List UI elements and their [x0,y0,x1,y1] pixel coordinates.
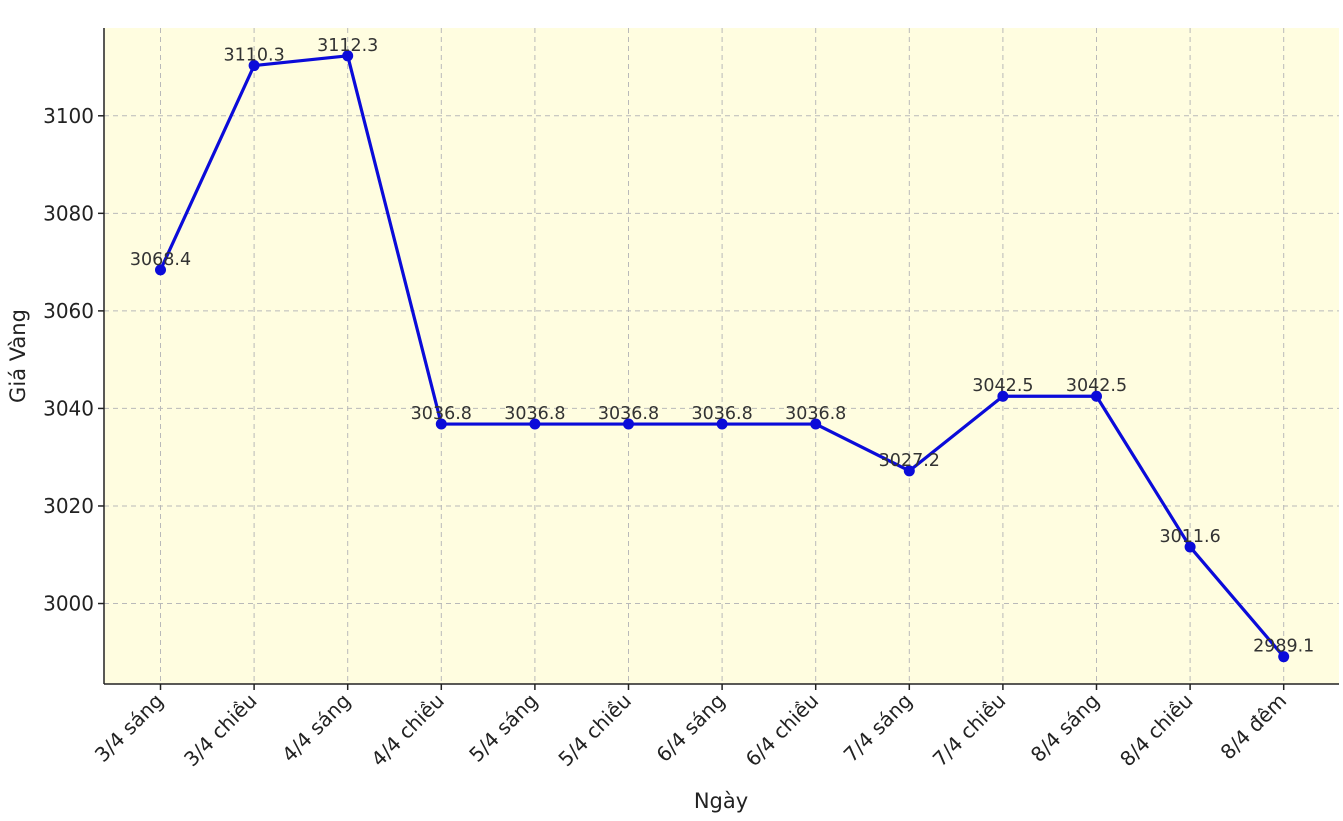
data-label: 2989.1 [1253,637,1314,657]
x-tick-label: 7/4 sáng [839,689,917,767]
data-label: 3036.8 [504,404,565,424]
data-point [1278,651,1290,663]
data-point [1184,541,1196,553]
data-label: 3042.5 [972,376,1033,396]
data-point [155,264,166,276]
data-point [435,418,447,430]
data-point [716,418,728,430]
data-label: 3036.8 [785,404,846,424]
data-point [248,60,260,72]
y-tick-label: 3060 [43,299,94,323]
x-tick-label: 7/4 chiều [928,689,1011,772]
data-label: 3036.8 [691,404,752,424]
data-label: 3036.8 [411,404,472,424]
x-tick-label: 6/4 sáng [651,689,729,767]
x-tick-label: 8/4 sáng [1026,689,1104,767]
y-tick-label: 3100 [43,104,94,128]
y-tick-label: 3020 [43,494,94,518]
data-point [529,418,541,430]
data-labels: 3068.4 3110.3 3112.3 3036.8 3036.8 3036.8 3036… [130,36,1314,657]
x-tick-label: 3/4 sáng [90,689,168,767]
x-tick-label: 5/4 sáng [464,689,542,767]
data-label: 3110.3 [223,46,284,66]
y-tick-label: 3040 [43,396,94,420]
data-point [810,418,822,430]
data-label: 3027.2 [879,451,940,471]
x-tick-label: 6/4 chiều [741,689,824,772]
x-axis-ticks: 3/4 sáng 3/4 chiều 4/4 sáng 4/4 chiều 5/4 sá… [90,684,1291,771]
x-tick-label: 4/4 chiều [366,689,449,772]
y-tick-label: 3000 [43,592,94,616]
data-label: 3036.8 [598,404,659,424]
x-tick-label: 4/4 sáng [277,689,355,767]
y-axis-title: Giá Vàng [6,309,30,403]
x-tick-label: 3/4 chiều [179,689,262,772]
x-tick-label: 8/4 chiều [1115,689,1198,772]
x-tick-label: 5/4 chiều [553,689,636,772]
data-label: 3011.6 [1159,527,1220,547]
data-label: 3112.3 [317,36,378,56]
plot-area [104,28,1339,684]
data-point [997,390,1009,402]
y-axis-ticks: 3000 3020 3040 3060 3080 3100 [43,104,104,616]
data-label: 3068.4 [130,250,191,270]
y-tick-label: 3080 [43,201,94,225]
grid-lines [104,28,1339,684]
data-label: 3042.5 [1066,376,1127,396]
data-point [1091,390,1102,402]
data-point [623,418,634,430]
x-axis-title: Ngày [694,789,748,813]
x-tick-label: 8/4 đêm [1216,689,1292,765]
data-point [342,50,354,62]
data-points [155,50,1290,663]
data-point [903,465,915,477]
